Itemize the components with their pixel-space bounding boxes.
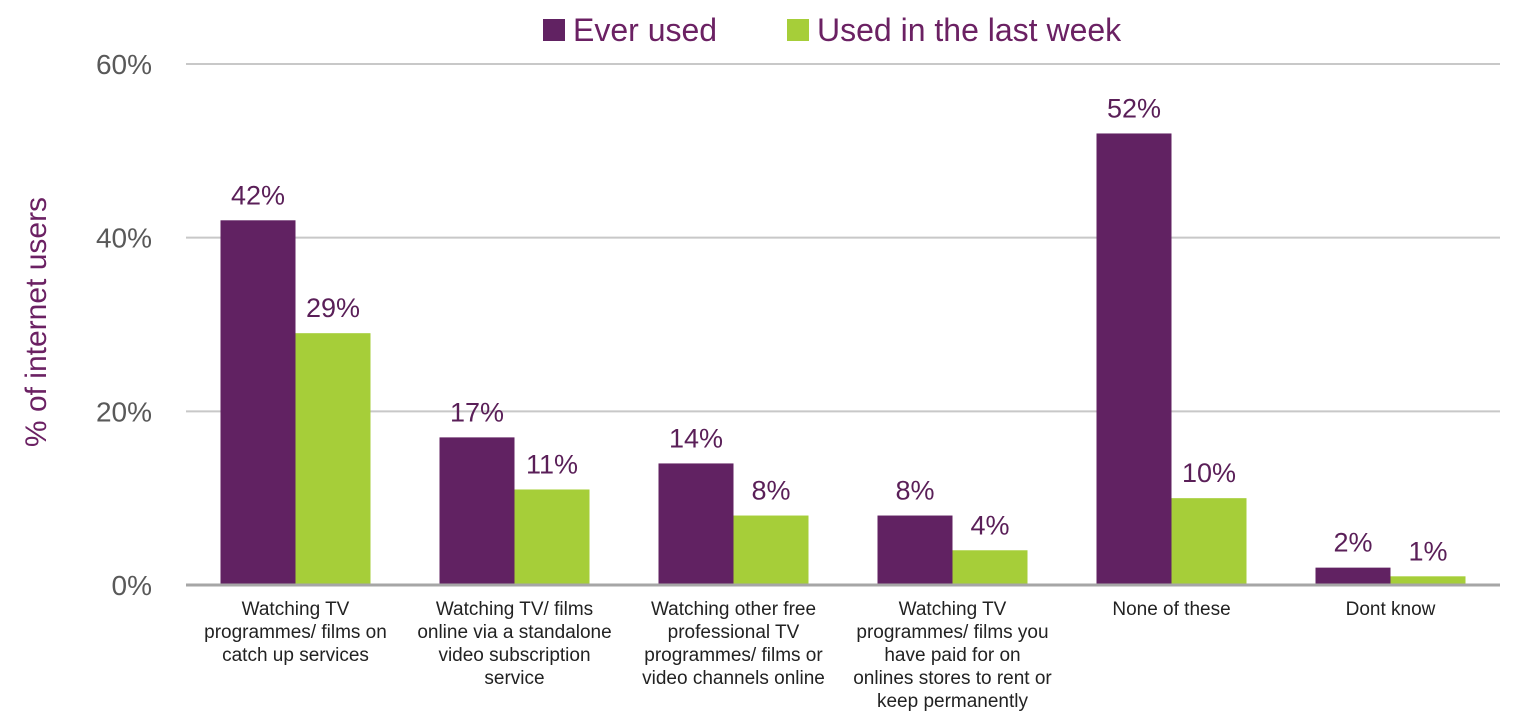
legend-label: Used in the last week	[817, 12, 1122, 48]
bar	[1096, 133, 1172, 585]
data-label: 8%	[895, 476, 934, 506]
x-tick-label: Watching TV programmes/ films on catch up …	[204, 599, 387, 666]
bar	[295, 333, 371, 585]
bars	[220, 133, 1466, 586]
data-labels: 42% 29% 17% 11% 14% 8% 8% 4% 52% 10% 2% 1%	[231, 93, 1448, 566]
gridlines	[186, 63, 1500, 413]
x-tick-label: Watching other free professional TV progra…	[642, 599, 825, 689]
x-tick-label: None of these	[1112, 599, 1230, 620]
y-tick-label: 40%	[96, 223, 152, 254]
bar	[733, 515, 809, 585]
y-tick-label: 60%	[96, 49, 152, 80]
bar	[514, 489, 590, 585]
data-label: 4%	[970, 510, 1009, 540]
data-label: 14%	[669, 423, 723, 453]
bar	[1315, 567, 1391, 585]
x-tick-label: Watching TV programmes/ films you have pai…	[853, 599, 1052, 712]
y-tick-label: 20%	[96, 396, 152, 427]
x-tick-label: Dont know	[1346, 599, 1436, 620]
legend-swatch	[543, 19, 565, 41]
data-label: 52%	[1107, 93, 1161, 123]
bar	[658, 463, 734, 585]
bar	[439, 437, 515, 585]
bar	[220, 220, 296, 586]
y-axis-ticks: 0% 20% 40% 60%	[96, 49, 152, 601]
bar	[1171, 498, 1247, 585]
data-label: 2%	[1333, 528, 1372, 558]
data-label: 10%	[1182, 458, 1236, 488]
legend-swatch	[787, 19, 809, 41]
x-axis-category-labels: Watching TV programmes/ films on catch up …	[204, 599, 1435, 712]
data-label: 11%	[526, 449, 578, 479]
x-tick-label: Watching TV/ films online via a standalon…	[417, 599, 611, 689]
y-tick-label: 0%	[112, 570, 152, 601]
bar	[1390, 576, 1466, 585]
bar	[877, 515, 953, 585]
y-axis-label: % of internet users	[20, 197, 53, 447]
legend-label: Ever used	[573, 12, 717, 48]
data-label: 1%	[1408, 536, 1447, 566]
bar	[952, 550, 1028, 585]
data-label: 29%	[306, 293, 360, 323]
data-label: 8%	[751, 476, 790, 506]
data-label: 42%	[231, 180, 285, 210]
data-label: 17%	[450, 397, 504, 427]
legend: Ever used Used in the last week	[543, 12, 1122, 48]
